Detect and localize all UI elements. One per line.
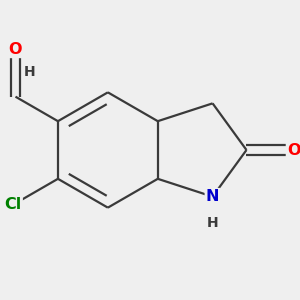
Text: H: H xyxy=(24,65,36,79)
Text: Cl: Cl xyxy=(4,197,22,212)
Text: N: N xyxy=(206,189,219,204)
Text: O: O xyxy=(287,142,300,158)
Text: H: H xyxy=(207,216,218,230)
Text: O: O xyxy=(9,42,22,57)
